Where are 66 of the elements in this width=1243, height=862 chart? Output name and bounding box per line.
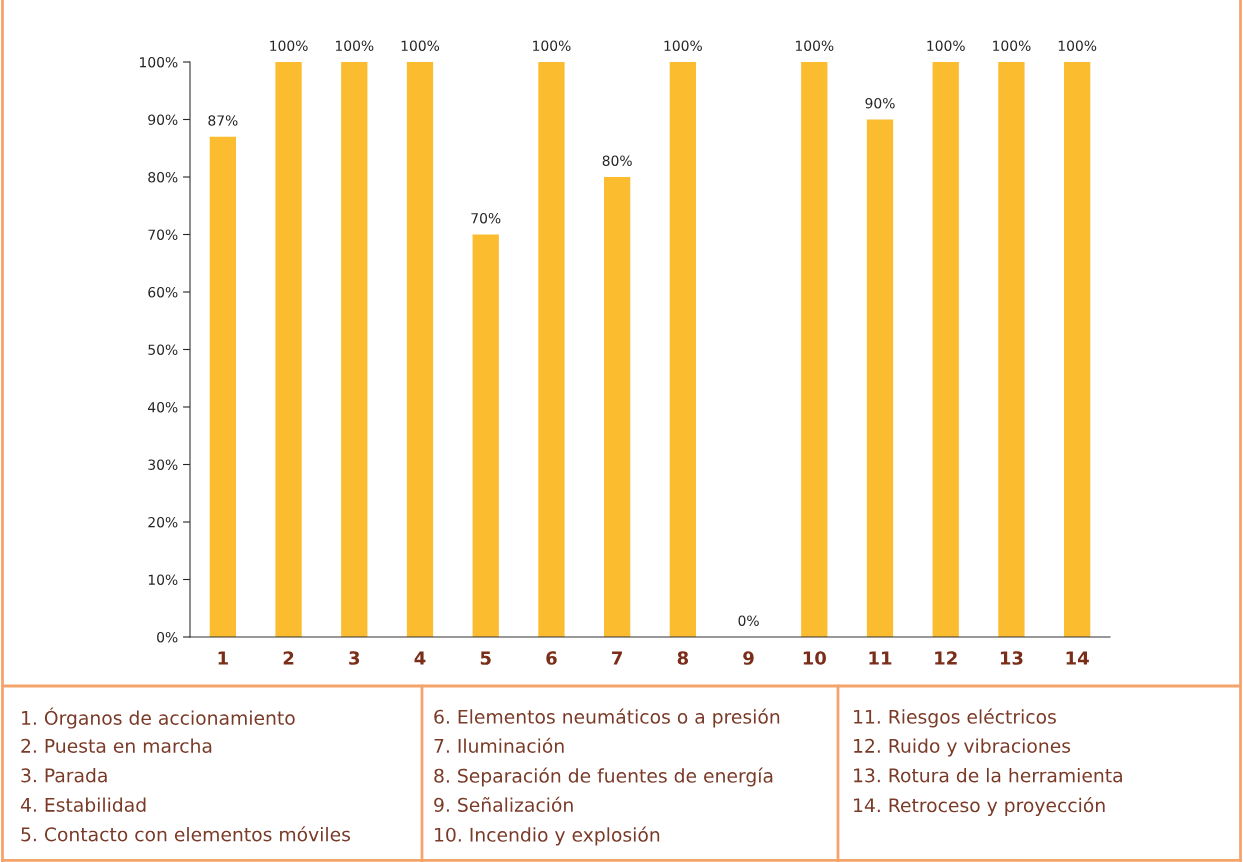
- data-label: 100%: [795, 40, 834, 51]
- bar: [341, 62, 368, 637]
- bar: [866, 119, 894, 637]
- text: 4. Estabilidad: [20, 797, 146, 812]
- y-tick-label: 30%: [148, 459, 178, 470]
- x-tick-label: 4: [414, 651, 426, 665]
- x-tick-label: 13: [1000, 651, 1023, 665]
- x-tick-label: 3: [349, 651, 360, 665]
- data-label: 100%: [1058, 40, 1097, 51]
- bar: [472, 234, 499, 637]
- data-label: 90%: [865, 97, 895, 109]
- bar: [275, 62, 302, 637]
- bar: [604, 177, 631, 637]
- text: 14. Retroceso y proyección: [854, 797, 1105, 816]
- y-tick-label: 40%: [148, 401, 178, 413]
- data-label: 100%: [335, 40, 374, 51]
- bar: [1064, 62, 1091, 637]
- text: 11. Riesgos eléctricos: [854, 708, 1056, 728]
- x-tick-label: 5: [480, 651, 491, 665]
- y-tick-label: 0%: [157, 631, 178, 643]
- data-label: 87%: [208, 115, 238, 126]
- bar: [209, 136, 236, 637]
- data-label: 100%: [401, 40, 440, 51]
- text: 7. Iluminación: [434, 737, 564, 753]
- text: 8. Separación de fuentes de energía: [434, 767, 773, 787]
- bar: [406, 62, 434, 637]
- bar: [998, 62, 1025, 637]
- y-tick-label: 50%: [148, 344, 178, 355]
- bar: [801, 62, 828, 637]
- y-tick-label: 70%: [148, 229, 178, 240]
- text: 10. Incendio y explosión: [435, 826, 660, 846]
- bar: [932, 62, 959, 637]
- data-label: 0%: [738, 615, 759, 626]
- y-tick-label: 90%: [148, 114, 178, 125]
- text: 3. Parada: [21, 767, 107, 783]
- data-label: 100%: [270, 40, 308, 51]
- text: 5. Contacto con elementos móviles: [21, 826, 351, 842]
- y-tick-label: 100%: [140, 56, 178, 68]
- x-tick-label: 1: [218, 651, 228, 665]
- x-tick-label: 2: [283, 651, 294, 665]
- y-tick-label: 80%: [148, 171, 178, 183]
- x-tick-label: 6: [546, 651, 557, 665]
- data-label: 100%: [664, 40, 702, 51]
- x-tick-label: 12: [935, 651, 957, 665]
- text: 9. Señalización: [434, 796, 573, 812]
- bar: [538, 62, 565, 637]
- data-label: 100%: [533, 40, 571, 51]
- text: 1. Órganos de accionamiento: [22, 707, 295, 729]
- x-tick-label: 9: [743, 651, 754, 665]
- x-tick-label: 7: [612, 651, 622, 665]
- text: 6. Elementos neumáticos o a presión: [434, 708, 780, 728]
- data-label: 80%: [602, 155, 632, 166]
- x-tick-label: 11: [869, 651, 892, 665]
- y-tick-label: 60%: [148, 286, 178, 298]
- x-tick-label: 10: [803, 651, 826, 665]
- text: 12. Ruido y vibraciones: [854, 738, 1071, 757]
- data-label: 100%: [927, 40, 965, 51]
- text: 13. Rotura de la herramienta: [854, 767, 1122, 783]
- data-label: 70%: [471, 212, 501, 224]
- y-tick-label: 10%: [148, 574, 178, 585]
- bar: [669, 62, 696, 637]
- text: 2. Puesta en marcha: [21, 738, 212, 753]
- y-tick-label: 20%: [148, 516, 178, 528]
- data-label: 100%: [993, 40, 1031, 51]
- x-tick-label: 14: [1066, 651, 1089, 665]
- x-tick-label: 8: [677, 651, 689, 665]
